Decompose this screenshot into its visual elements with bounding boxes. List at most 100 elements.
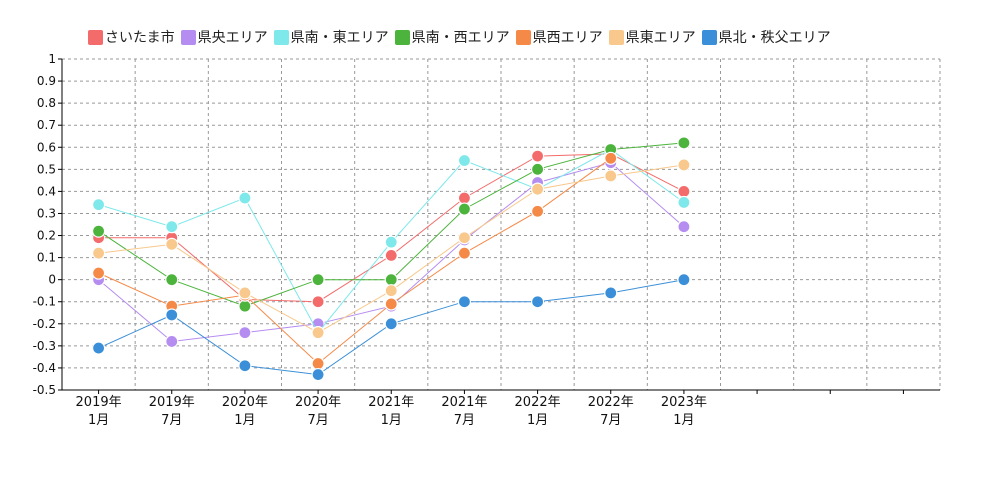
legend-label: 県央エリア: [197, 30, 268, 46]
grid: [62, 58, 941, 390]
data-point: [311, 367, 325, 382]
data-point: [165, 237, 179, 251]
x-tick-label: 2022年 1月: [515, 395, 561, 428]
y-tick-label: -0.2: [33, 317, 56, 331]
y-tick-label: -0.5: [33, 383, 56, 397]
x-tick-label: 2019年 1月: [76, 395, 122, 428]
legend-label: 県北・秩父エリア: [718, 30, 831, 46]
data-point: [165, 308, 179, 322]
y-tick-label: 0.7: [37, 118, 56, 132]
data-point: [91, 246, 106, 260]
legend-swatch: [515, 29, 531, 45]
data-point: [530, 182, 545, 196]
data-point: [530, 149, 545, 163]
y-tick-label: 0.8: [37, 96, 56, 110]
data-point: [530, 204, 545, 218]
x-tick-label: 2020年 1月: [222, 395, 268, 428]
data-point: [604, 169, 618, 183]
y-tick-label: 0.3: [37, 206, 56, 220]
data-point: [91, 198, 106, 212]
legend-item[interactable]: 県北・秩父エリア: [701, 27, 831, 47]
data-point: [384, 297, 398, 311]
data-point: [457, 191, 472, 205]
y-tick-label: 0.2: [37, 229, 56, 243]
y-tick-label: 0.1: [37, 251, 56, 265]
data-point: [384, 284, 398, 298]
data-point: [311, 295, 325, 309]
data-point: [384, 317, 398, 331]
data-point: [165, 220, 179, 234]
data-point: [457, 246, 472, 260]
legend-item[interactable]: 県東エリア: [608, 27, 696, 47]
y-tick-label: 0.5: [37, 162, 56, 176]
legend-item[interactable]: 県央エリア: [180, 27, 268, 47]
x-tick-label: 2021年 7月: [441, 395, 487, 428]
data-point: [677, 158, 691, 172]
data-point: [311, 356, 325, 371]
data-point: [384, 248, 398, 262]
series-layer: [91, 136, 691, 382]
data-point: [238, 286, 252, 300]
data-point: [91, 224, 106, 238]
data-point: [238, 191, 252, 205]
legend-item[interactable]: さいたま市: [88, 27, 175, 47]
data-point: [165, 334, 179, 349]
data-point: [530, 162, 545, 176]
y-tick-label: 1: [48, 52, 56, 66]
data-point: [91, 266, 106, 280]
series-6: [91, 273, 691, 382]
series-line: [98, 157, 612, 365]
x-tick-label: 2020年 7月: [295, 395, 341, 428]
data-point: [530, 295, 545, 309]
y-tick-label: -0.1: [33, 295, 56, 309]
data-point: [604, 151, 618, 165]
data-point: [311, 326, 325, 340]
y-tick-label: 0.9: [37, 74, 56, 88]
data-point: [677, 220, 691, 234]
data-point: [311, 273, 325, 287]
y-tick-label: 0: [48, 273, 56, 287]
legend-item[interactable]: 県西エリア: [515, 27, 603, 47]
data-point: [604, 286, 618, 300]
legend-label: 県南・東エリア: [290, 30, 389, 46]
legend-item[interactable]: 県南・東エリア: [273, 27, 389, 47]
x-tick-label: 2022年 7月: [588, 395, 634, 428]
data-point: [238, 359, 252, 373]
legend-swatch: [608, 29, 624, 45]
data-point: [165, 273, 179, 287]
series-4: [91, 151, 618, 371]
legend-swatch: [394, 29, 410, 45]
legend-label: 県西エリア: [532, 30, 603, 46]
legend-label: 県東エリア: [625, 30, 696, 46]
data-point: [677, 136, 691, 150]
y-tick-label: 0.6: [37, 140, 56, 154]
data-point: [238, 326, 252, 340]
data-point: [238, 299, 252, 313]
data-point: [384, 235, 398, 249]
x-tick-label: 2019年 7月: [149, 395, 195, 428]
data-point: [457, 231, 472, 245]
data-point: [457, 295, 472, 309]
legend-swatch: [701, 29, 717, 45]
legend-swatch: [273, 29, 289, 45]
legend-item[interactable]: 県南・西エリア: [394, 27, 510, 47]
chart-legend: さいたま市 県央エリア 県南・東エリア 県南・西エリア 県西エリア 県東エリア 県北・秩父エ…: [88, 26, 837, 48]
y-tick-label: -0.4: [33, 361, 56, 375]
data-point: [677, 184, 691, 198]
data-point: [91, 341, 106, 355]
axes: 1 0.9 0.8 0.7 0.6 0.5 0.4 0.3 0.2 0.1 0 -0.1 -0.2 -0.…: [33, 52, 940, 428]
legend-label: さいたま市: [105, 30, 175, 46]
data-point: [384, 273, 398, 287]
x-tick-label: 2021年 1月: [368, 395, 414, 428]
legend-label: 県南・西エリア: [411, 30, 510, 46]
legend-swatch: [88, 29, 103, 45]
data-point: [677, 273, 691, 287]
data-point: [457, 153, 472, 168]
data-point: [677, 195, 691, 210]
y-tick-label: -0.3: [33, 339, 56, 353]
data-point: [457, 202, 472, 216]
legend-swatch: [180, 29, 196, 45]
x-tick-label: 2023年 1月: [661, 395, 707, 428]
y-tick-label: 0.4: [37, 184, 56, 198]
